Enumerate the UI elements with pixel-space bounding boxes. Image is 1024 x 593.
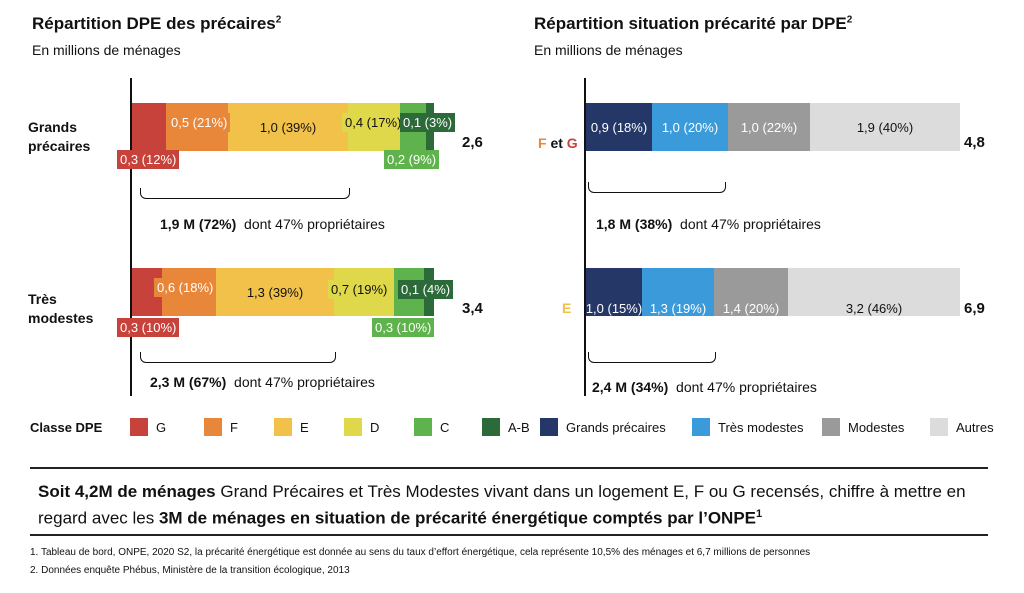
summary-brace (140, 188, 350, 199)
left-chart-title: Répartition DPE des précaires2 (32, 14, 282, 33)
bar-label-grands: 0,9 (18%) (590, 119, 648, 135)
bar-label-C: 0,3 (10%) (372, 318, 435, 337)
bar-label-E: 1,0 (39%) (259, 119, 317, 135)
bar-label-D: 0,4 (17%) (342, 113, 405, 132)
legend-swatch-modestes (822, 418, 840, 436)
bar-label-tres: 1,0 (20%) (661, 119, 719, 135)
bar-seg-autres (810, 103, 960, 151)
legend-label: Grands précaires (566, 419, 666, 435)
row-total: 3,4 (462, 300, 483, 317)
bar-label-autres: 3,2 (46%) (845, 300, 903, 316)
legend-label: C (440, 419, 450, 435)
legend-swatch-tres (692, 418, 710, 436)
bar-seg-modestes (728, 103, 810, 151)
bar-seg-grands (586, 268, 642, 316)
footnote-1: 1. Tableau de bord, ONPE, 2020 S2, la pr… (30, 547, 811, 558)
row-total: 2,6 (462, 134, 483, 151)
left-legend: Classe DPE G F E D C A-B (30, 418, 530, 436)
bar-e: 1,0 (15%) 1,3 (19%) 1,4 (20%) 3,2 (46%) (586, 268, 960, 348)
row-label-e: E (562, 300, 572, 316)
legend-title: Classe DPE (30, 419, 103, 435)
row-total: 4,8 (964, 134, 985, 151)
divider-top (30, 467, 988, 469)
bar-label-modestes: 1,0 (22%) (740, 119, 798, 135)
row-summary: 1,8 M (38%) dont 47% propriétaires (596, 216, 821, 232)
bar-label-E: 1,3 (39%) (246, 284, 304, 300)
row-summary: 1,9 M (72%) dont 47% propriétaires (160, 216, 385, 232)
bar-seg-E (216, 268, 334, 316)
bar-seg-tres (642, 268, 714, 316)
right-chart-title: Répartition situation précarité par DPE2 (534, 14, 853, 33)
legend-label: A-B (508, 419, 530, 435)
row-summary: 2,4 M (34%) dont 47% propriétaires (592, 379, 817, 395)
bar-seg-E (228, 103, 348, 151)
legend-swatch-C (414, 418, 432, 436)
bar-seg-autres (788, 268, 960, 316)
bar-label-G: 0,3 (10%) (117, 318, 180, 337)
legend-swatch-E (274, 418, 292, 436)
right-legend: Grands précaires Très modestes Modestes … (540, 418, 994, 436)
summary-brace (588, 182, 726, 193)
bar-seg-modestes (714, 268, 788, 316)
legend-swatch-D (344, 418, 362, 436)
row-label-grands-precaires: Grands précaires (28, 119, 91, 154)
divider-bottom (30, 534, 988, 536)
legend-label: F (230, 419, 238, 435)
summary-brace (588, 352, 716, 363)
bar-label-G: 0,3 (12%) (117, 150, 180, 169)
bar-label-grands: 1,0 (15%) (585, 300, 643, 316)
bar-label-D: 0,7 (19%) (328, 280, 391, 299)
bar-seg-G (132, 103, 166, 151)
bottom-statement: Soit 4,2M de ménages Grand Précaires et … (38, 482, 966, 528)
row-label-tres-modestes: Très modestes (28, 291, 94, 326)
row-label-f-et-g: F et G (538, 135, 578, 151)
legend-label: D (370, 419, 380, 435)
row-total: 6,9 (964, 300, 985, 317)
summary-brace (140, 352, 336, 363)
bar-f-et-g: 0,9 (18%) 1,0 (20%) 1,0 (22%) 1,9 (40%) (586, 103, 960, 151)
legend-label: G (156, 419, 167, 435)
legend-swatch-autres (930, 418, 948, 436)
bar-label-AB: 0,1 (3%) (400, 113, 456, 132)
bar-label-autres: 1,9 (40%) (856, 119, 914, 135)
left-axis-line (130, 78, 132, 396)
right-axis-line (584, 78, 586, 396)
legend-swatch-AB (482, 418, 500, 436)
bar-label-C: 0,2 (9%) (384, 150, 440, 169)
legend-swatch-grands (540, 418, 558, 436)
bar-label-modestes: 1,4 (20%) (722, 300, 780, 316)
legend-label: Modestes (848, 419, 905, 435)
bar-label-AB: 0,1 (4%) (398, 280, 454, 299)
legend-swatch-F (204, 418, 222, 436)
bar-seg-tres (652, 103, 728, 151)
right-chart-subtitle: En millions de ménages (534, 42, 683, 58)
legend-swatch-G (130, 418, 148, 436)
bar-seg-grands (586, 103, 652, 151)
left-chart-subtitle: En millions de ménages (32, 42, 181, 58)
legend-label: Très modestes (718, 419, 804, 435)
bar-label-F: 0,5 (21%) (168, 113, 231, 132)
footnote-2: 2. Données enquête Phébus, Ministère de … (30, 565, 350, 576)
legend-label: E (300, 419, 309, 435)
bar-label-tres: 1,3 (19%) (649, 300, 707, 316)
row-summary: 2,3 M (67%) dont 47% propriétaires (150, 374, 375, 390)
bar-label-F: 0,6 (18%) (154, 278, 217, 297)
legend-label: Autres (956, 419, 994, 435)
